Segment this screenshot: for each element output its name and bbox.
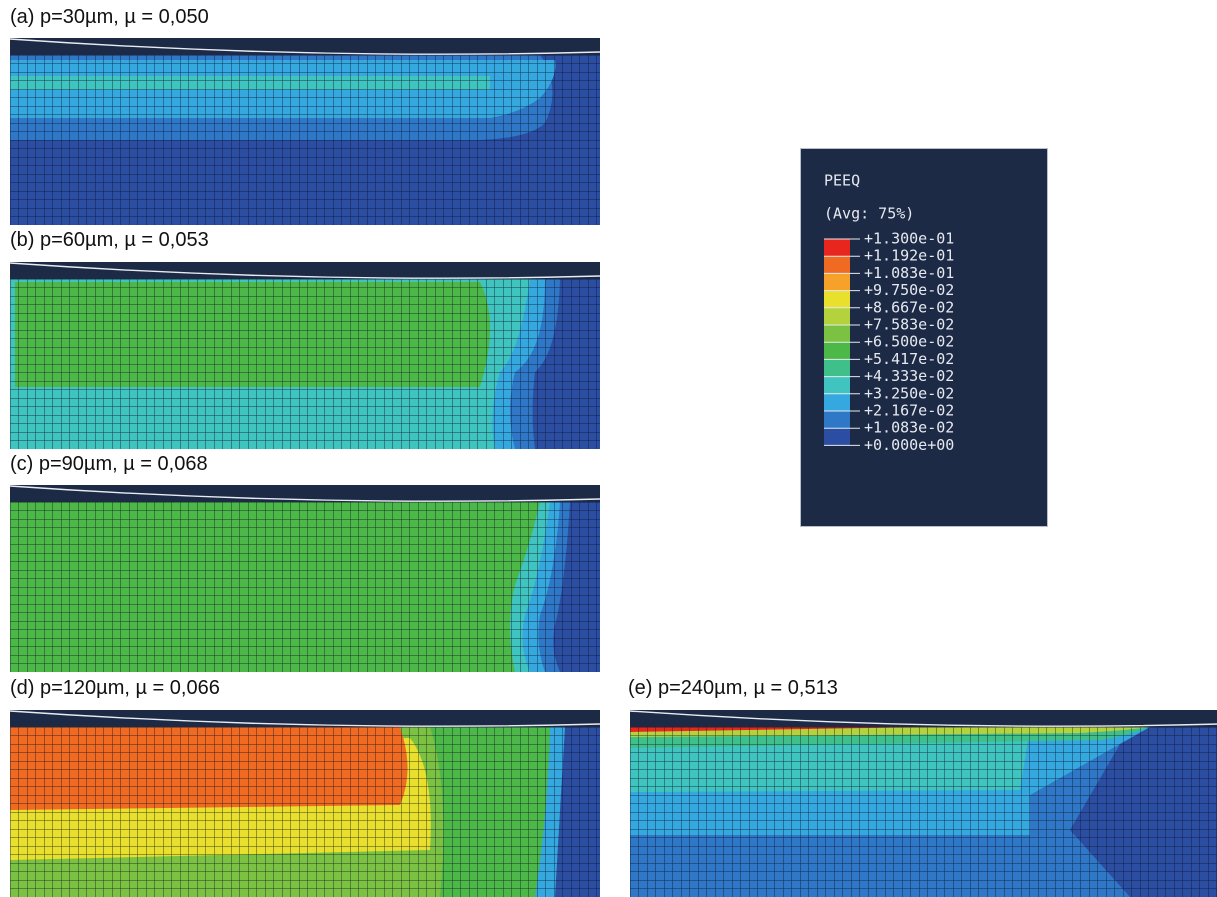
legend-label: +9.750e-02 [864,281,954,299]
panel-label: (d) p=120µm, µ = 0,066 [10,677,220,699]
legend: PEEQ (Avg: 75%) +1.300e-01+1.192e-01+1.0… [800,148,1048,527]
tool-profile [10,710,600,727]
legend-swatch [824,359,850,377]
contour-plot [10,710,600,897]
mesh [10,727,600,897]
tool-profile [630,710,1217,727]
legend-label: +0.000e+00 [864,436,954,454]
panel-label: (a) p=30µm, µ = 0,050 [10,6,209,28]
panel-label: (c) p=90µm, µ = 0,068 [10,453,208,475]
contour-plot [10,485,600,672]
legend-label: +4.333e-02 [864,367,954,385]
legend-swatch [824,428,850,446]
legend-label: +1.083e-02 [864,419,954,437]
legend-swatch [824,307,850,325]
legend-label: +1.192e-01 [864,247,954,265]
contour-plot [10,38,600,225]
mesh [630,727,1217,897]
tool-profile [10,38,600,55]
legend-swatch [824,325,850,343]
legend-swatch [824,411,850,429]
legend-label: +5.417e-02 [864,350,954,368]
legend-label: +8.667e-02 [864,298,954,316]
legend-title: PEEQ [824,172,860,190]
legend-swatch [824,290,850,308]
contour-plot [10,262,600,449]
panel-label: (e) p=240µm, µ = 0,513 [628,677,838,699]
legend-label: +1.300e-01 [864,230,954,248]
legend-label: +2.167e-02 [864,402,954,420]
tool-profile [10,262,600,279]
legend-swatch [824,239,850,257]
legend-swatch [824,256,850,274]
legend-swatch [824,273,850,291]
legend-swatch [824,393,850,411]
legend-label: +7.583e-02 [864,316,954,334]
legend-subtitle: (Avg: 75%) [824,205,914,223]
legend-swatch [824,342,850,360]
tool-profile [10,485,600,502]
mesh [10,279,600,449]
legend-label: +3.250e-02 [864,384,954,402]
legend-swatch [824,376,850,394]
panel-label: (b) p=60µm, µ = 0,053 [10,229,209,251]
mesh [10,55,600,225]
contour-plot [630,710,1217,897]
mesh [10,502,600,672]
legend-label: +1.083e-01 [864,264,954,282]
legend-label: +6.500e-02 [864,333,954,351]
